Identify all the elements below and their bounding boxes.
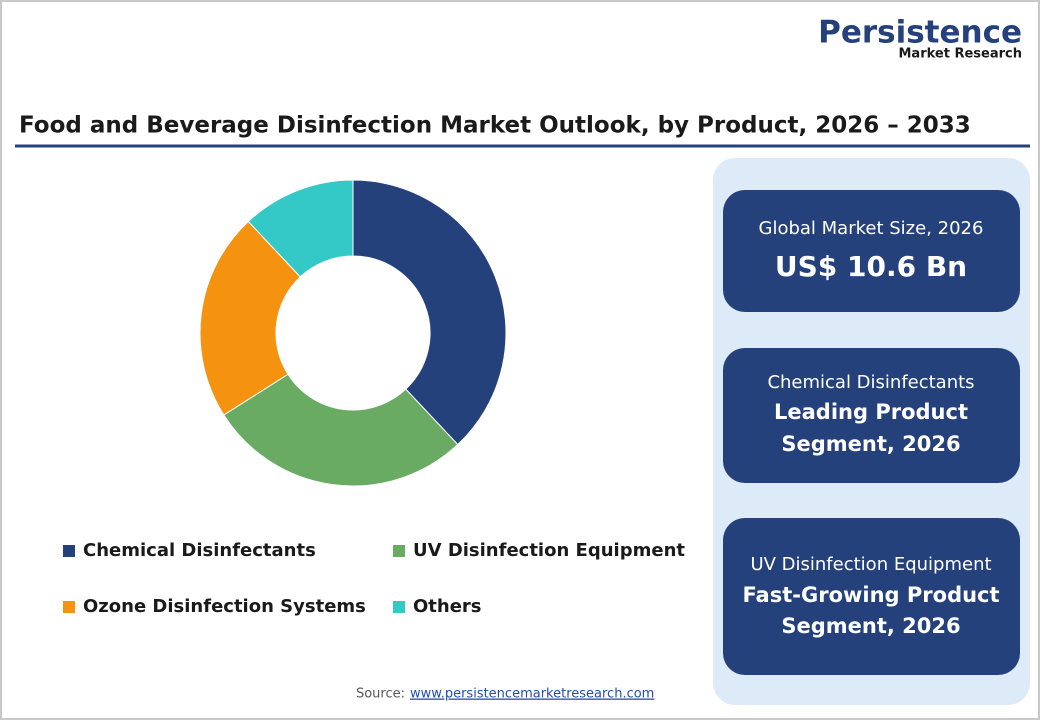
legend-label: UV Disinfection Equipment — [413, 540, 685, 561]
logo-name: Persistence — [818, 15, 1022, 51]
donut-slice — [247, 179, 354, 278]
chart-title: Food and Beverage Disinfection Market Ou… — [19, 113, 971, 139]
donut-slice — [223, 373, 459, 487]
logo-tagline: Market Research — [899, 47, 1023, 62]
source-link[interactable]: www.persistencemarketresearch.com — [410, 687, 654, 702]
card-text: Global Market Size, 2026 — [759, 218, 984, 239]
card-text: Leading Product — [774, 400, 968, 424]
card — [723, 348, 1020, 483]
legend-swatch — [393, 601, 405, 613]
card — [723, 190, 1020, 312]
card — [723, 518, 1020, 675]
card-text: Segment, 2026 — [781, 432, 960, 456]
legend-swatch — [63, 601, 75, 613]
legend-label: Others — [413, 596, 482, 617]
donut-slice — [352, 179, 507, 446]
card-text: Chemical Disinfectants — [767, 372, 974, 393]
legend-label: Chemical Disinfectants — [83, 540, 316, 561]
legend-label: Ozone Disinfection Systems — [83, 596, 366, 617]
donut-slice — [199, 220, 301, 416]
legend-swatch — [63, 545, 75, 557]
source-label: Source: — [356, 687, 405, 702]
card-text: Fast-Growing Product — [742, 583, 999, 607]
card-text: US$ 10.6 Bn — [775, 250, 967, 283]
card-text: Segment, 2026 — [781, 614, 960, 638]
legend-swatch — [393, 545, 405, 557]
card-text: UV Disinfection Equipment — [750, 554, 991, 575]
